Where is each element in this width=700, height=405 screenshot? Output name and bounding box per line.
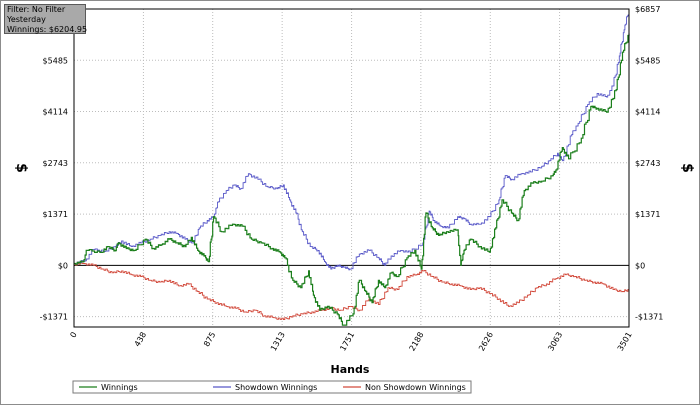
y-tick-label-right: $0 [635,261,645,270]
series-line-winnings [74,33,630,326]
x-tick-label: 1313 [269,331,287,353]
y-tick-label-left: $5485 [43,56,68,65]
plot-area [73,8,630,328]
x-tick-label: 0 [68,331,78,340]
y-tick-label-right: $2743 [635,159,660,168]
series-line-showdown [74,9,630,271]
series-lines [74,9,630,326]
x-axis-ticks: 0 438 875 1313 1751 2188 2626 3063 3501 [68,331,633,353]
y-axis-title-left: $ [13,163,29,173]
x-tick-label: 3063 [546,331,564,353]
y-tick-label-right: -$1371 [635,313,663,322]
winnings-summary: Winnings: $6204.95 [7,25,88,34]
y-axis-right-ticks: -$1371 $0 $1371 $2743 $4114 $5485 $6857 [635,5,663,322]
x-tick-label: 438 [133,331,148,349]
x-axis-title: Hands [331,363,370,376]
x-tick-label: 875 [202,331,217,349]
legend-box [72,380,472,394]
y-tick-label-left: -$1371 [40,313,68,322]
y-tick-label-left: $2743 [43,159,68,168]
y-tick-label-left: $4114 [43,108,68,117]
x-tick-label: 1751 [338,331,356,353]
y-tick-label-left: $0 [58,261,68,270]
legend-label-winnings: Winnings [101,383,138,392]
legend-label-showdown: Showdown Winnings [235,383,317,392]
x-tick-label: 2626 [477,331,495,353]
filter-label: Filter: No Filter [7,5,66,14]
y-axis-left-ticks: -$1371$0$1371$2743$4114$5485$6857 [40,5,68,322]
y-tick-label-right: $5485 [635,56,660,65]
y-tick-label-right: $1371 [635,210,660,219]
y-tick-label-left: $1371 [43,210,68,219]
period-label: Yesterday [7,15,46,24]
x-tick-label: 3501 [616,331,634,353]
y-axis-title-right: $ [679,163,695,173]
series-line-non_showdown [74,262,630,320]
legend-label-non_showdown: Non Showdown Winnings [365,383,466,392]
legend: Winnings Showdown Winnings Non Showdown Wi… [72,380,472,394]
y-tick-label-right: $4114 [635,108,660,117]
grid-lines [73,8,630,327]
filter-info-box: Filter: No Filter Yesterday Winnings: $6… [4,4,88,34]
x-tick-label: 2188 [408,331,426,353]
y-tick-label-right: $6857 [635,5,660,14]
